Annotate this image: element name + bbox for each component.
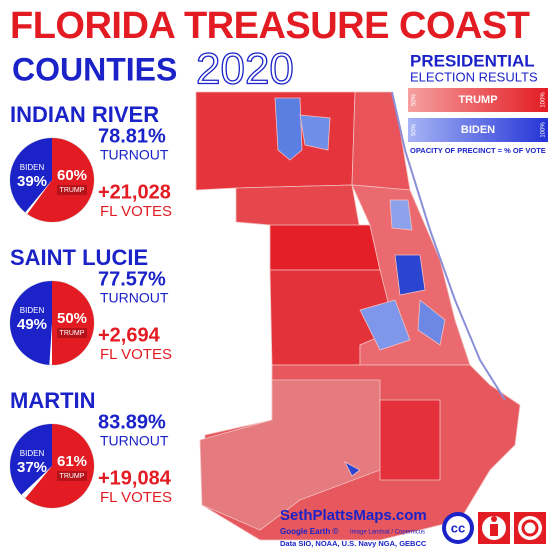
county-name: MARTIN [10, 388, 96, 413]
title: FLORIDA TREASURE COAST [10, 5, 530, 47]
map [195, 91, 521, 541]
trump-scale [408, 88, 548, 112]
legend-biden: BIDEN [461, 124, 495, 136]
pie-wedge [10, 424, 52, 495]
county-name: INDIAN RIVER [10, 102, 159, 127]
site: SethPlattsMaps.com [280, 507, 427, 524]
subtitle: COUNTIES [12, 51, 177, 87]
margin-label: FL VOTES [100, 346, 172, 363]
pie-label: 49% [17, 316, 47, 333]
pie-wedge [27, 138, 94, 222]
scale-high: 100% [541, 122, 547, 138]
by-icon [490, 524, 498, 536]
scale-low: 50% [412, 93, 418, 106]
turnout: 77.57% [98, 268, 166, 290]
pie-label: 37% [17, 459, 47, 476]
scale-low: 50% [412, 123, 418, 136]
pie-label: 60% [57, 167, 87, 184]
pie-wedge [52, 281, 94, 365]
county-name: SAINT LUCIE [10, 245, 148, 270]
cc-icon [446, 516, 470, 540]
credit: Data SIO, NOAA, U.S. Navy NGA, GEBCC [280, 539, 427, 548]
pie-name: BIDEN [20, 306, 45, 315]
pie-label: 61% [57, 453, 87, 470]
pie-wedge [9, 281, 53, 365]
legend-note: OPACITY OF PRECINCT = % OF VOTE [410, 146, 546, 155]
margin-label: FL VOTES [100, 203, 172, 220]
pie-name: BIDEN [20, 163, 45, 172]
margin: +21,028 [98, 181, 171, 203]
turnout: 78.81% [98, 125, 166, 147]
pie-tag [57, 471, 87, 481]
pie-label: 39% [17, 173, 47, 190]
scale-high: 100% [541, 92, 547, 108]
credit: Google Earth © [280, 527, 338, 536]
margin: +2,694 [98, 324, 161, 346]
by-icon [491, 516, 497, 522]
turnout-label: TURNOUT [100, 147, 169, 163]
margin-label: FL VOTES [100, 489, 172, 506]
pie-name: TRUMP [60, 473, 85, 480]
legend-subtitle: ELECTION RESULTS [410, 69, 538, 84]
legend-trump: TRUMP [458, 94, 497, 106]
pie-tag [57, 185, 87, 195]
sa-icon [521, 519, 539, 537]
pie-name: BIDEN [20, 449, 45, 458]
pie-name: TRUMP [60, 330, 85, 337]
year: 2020 [196, 45, 294, 94]
credit: Image Landsat / Copernicus [350, 530, 425, 536]
pie-wedge [25, 424, 95, 508]
pie-name: TRUMP [60, 187, 85, 194]
turnout-label: TURNOUT [100, 290, 169, 306]
legend-title: PRESIDENTIAL [410, 51, 535, 70]
cc-text: cc [451, 520, 465, 535]
turnout: 83.89% [98, 411, 166, 433]
pie-label: 50% [57, 310, 87, 327]
pie-wedge [10, 138, 53, 213]
biden-scale [408, 118, 548, 142]
turnout-label: TURNOUT [100, 433, 169, 449]
margin: +19,084 [98, 467, 172, 489]
pie-tag [57, 328, 87, 338]
